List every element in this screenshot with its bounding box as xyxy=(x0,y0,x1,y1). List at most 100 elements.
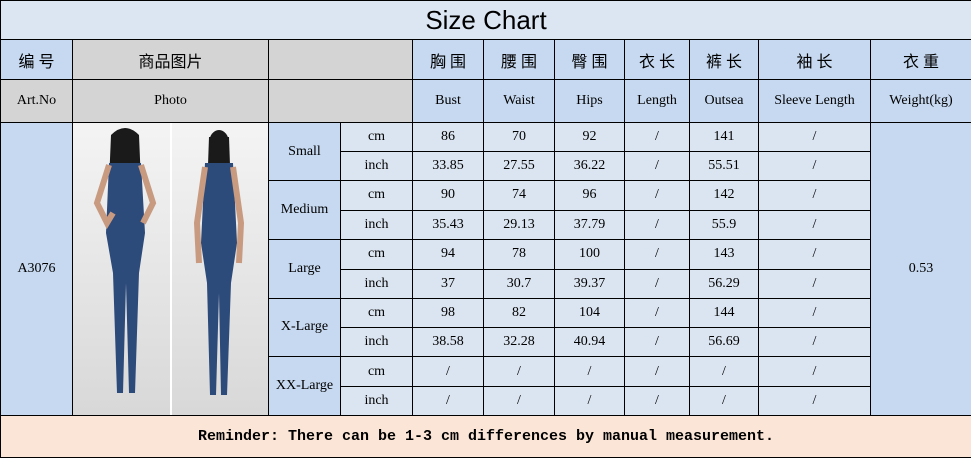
value-cell: / xyxy=(758,151,871,181)
value-cell: / xyxy=(689,386,759,416)
photo-image xyxy=(73,123,268,415)
table-row: inch 38.58 32.28 40.94/56.69/ xyxy=(1,327,971,358)
header-cell: Photo xyxy=(72,79,269,123)
value-cell: / xyxy=(689,356,759,387)
value-cell: 36.22 xyxy=(554,151,625,181)
title: Size Chart xyxy=(0,0,971,40)
value-cell: / xyxy=(624,122,690,152)
value-cell: / xyxy=(624,268,690,299)
table-row: 编 号商品图片 胸 围腰 围臀 围衣 长裤 长袖 长衣 重 xyxy=(0,39,971,80)
header-cell: 臀 围 xyxy=(554,39,625,80)
value-cell: 39.37 xyxy=(554,268,625,299)
size-name: Medium xyxy=(268,180,341,240)
value-cell: 74 xyxy=(483,180,555,211)
table-row: Size Chart xyxy=(0,0,971,40)
value-cell: 37.79 xyxy=(554,209,625,240)
header-cell: 腰 围 xyxy=(483,39,555,80)
value-cell: 70 xyxy=(483,122,555,152)
value-cell: / xyxy=(758,386,871,416)
unit: inch xyxy=(340,209,413,240)
value-cell: / xyxy=(624,327,690,358)
value-cell: / xyxy=(758,209,871,240)
value-cell: / xyxy=(483,386,555,416)
header-cell: Bust xyxy=(412,79,484,123)
value-cell: 32.28 xyxy=(483,327,555,358)
size-name: XX-Large xyxy=(268,356,341,416)
value-cell: 92 xyxy=(554,122,625,152)
value-cell: / xyxy=(624,386,690,416)
value-cell: 86 xyxy=(412,122,484,152)
value-cell: / xyxy=(624,238,690,270)
value-cell: / xyxy=(412,386,484,416)
header-cell: 胸 围 xyxy=(412,39,484,80)
value-cell: / xyxy=(554,356,625,387)
value-cell: 100 xyxy=(554,238,625,270)
product-photo xyxy=(72,122,269,416)
table-row: A3076 Small cm 86 70 92/141/0.53 xyxy=(0,122,971,416)
value-cell: 56.69 xyxy=(689,327,759,358)
value-cell: / xyxy=(483,356,555,387)
header-cell: Length xyxy=(624,79,690,123)
table-row: inch / / / / / / xyxy=(1,386,971,416)
value-cell: / xyxy=(758,327,871,358)
value-cell: 33.85 xyxy=(412,151,484,181)
table-row: Medium cm 90 74 96/142/ xyxy=(1,180,971,240)
table-row: inch 33.85 27.55 36.22/55.51/ xyxy=(1,151,971,181)
footer-note: Reminder: There can be 1-3 cm difference… xyxy=(0,415,971,458)
header-cell: 编 号 xyxy=(0,39,73,80)
value-cell: / xyxy=(624,356,690,387)
unit: inch xyxy=(340,151,413,181)
model-front xyxy=(93,128,157,393)
value-cell: / xyxy=(624,180,690,211)
unit: cm xyxy=(340,356,413,387)
header-cell: Hips xyxy=(554,79,625,123)
value-cell: 96 xyxy=(554,180,625,211)
unit: inch xyxy=(340,327,413,358)
value-cell: 27.55 xyxy=(483,151,555,181)
unit: cm xyxy=(340,180,413,211)
header-cell: Outsea xyxy=(689,79,759,123)
table-row: XX-Large cm / / / / / / xyxy=(1,356,971,416)
unit: cm xyxy=(340,122,413,152)
value-cell: / xyxy=(758,297,871,329)
value-cell: 144 xyxy=(689,297,759,329)
header-cell: 商品图片 xyxy=(72,39,269,80)
value-cell: 55.9 xyxy=(689,209,759,240)
table-row: Art.No Photo Bust Waist Hips Length Outsea Slee… xyxy=(0,79,971,123)
header-cell: Art.No xyxy=(0,79,73,123)
value-cell: 35.43 xyxy=(412,209,484,240)
size-name: Small xyxy=(268,122,341,181)
value-cell: / xyxy=(412,356,484,387)
value-cell: 94 xyxy=(412,238,484,270)
value-cell: / xyxy=(624,151,690,181)
value-cell: 29.13 xyxy=(483,209,555,240)
value-cell: 55.51 xyxy=(689,151,759,181)
value-cell: 38.58 xyxy=(412,327,484,358)
value-cell: 37 xyxy=(412,268,484,299)
table-row: inch 35.43 29.13 37.79/55.9/ xyxy=(1,209,971,240)
header-cell: 衣 重 xyxy=(869,39,971,80)
size-name: X-Large xyxy=(268,297,341,358)
unit: inch xyxy=(340,386,413,416)
header-cell: Sleeve Length xyxy=(758,79,871,123)
model-back xyxy=(193,130,245,395)
value-cell: / xyxy=(758,356,871,387)
value-cell: / xyxy=(554,386,625,416)
header-empty xyxy=(268,39,413,80)
value-cell: 143 xyxy=(689,238,759,270)
value-cell: 40.94 xyxy=(554,327,625,358)
art-no: A3076 xyxy=(0,122,73,416)
header-empty xyxy=(268,79,413,123)
value-cell: 142 xyxy=(689,180,759,211)
value-cell: 141 xyxy=(689,122,759,152)
weight: 0.53 xyxy=(869,122,971,416)
unit: cm xyxy=(340,297,413,329)
header-cell: Waist xyxy=(483,79,555,123)
value-cell: 78 xyxy=(483,238,555,270)
table-row: inch 37 30.7 39.37/56.29/ xyxy=(1,268,971,299)
table-row: X-Large cm 98 82 104/144/ xyxy=(1,297,971,358)
unit: cm xyxy=(340,238,413,270)
value-cell: / xyxy=(624,209,690,240)
